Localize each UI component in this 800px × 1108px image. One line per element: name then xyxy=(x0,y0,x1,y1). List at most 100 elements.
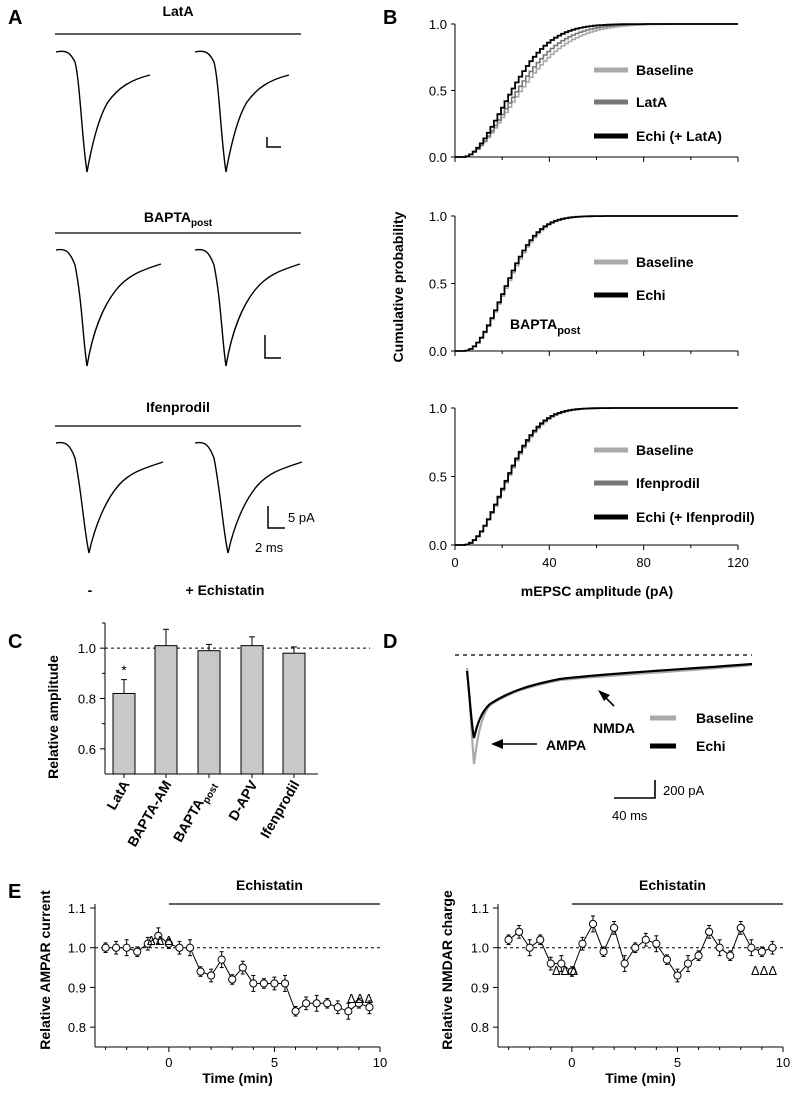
y-tick-label: 1.1 xyxy=(68,901,86,916)
data-point xyxy=(270,979,279,988)
scale-time-label: 2 ms xyxy=(255,540,284,555)
data-point xyxy=(578,939,587,948)
data-point xyxy=(736,923,745,932)
y-tick-label: 0.6 xyxy=(78,742,96,757)
bar xyxy=(282,652,306,775)
inset-label-bapta: BAPTApost xyxy=(510,316,581,337)
data-point xyxy=(673,971,682,980)
x-tick-label: 0 xyxy=(451,555,458,570)
scale-bar-200pa-40ms xyxy=(614,780,656,799)
panel-e: Relative AMPAR current Relative NMDAR ch… xyxy=(37,877,790,1086)
legend-label: Baseline xyxy=(636,254,694,270)
x-tick-label: 0 xyxy=(165,1055,172,1070)
data-point xyxy=(683,959,693,968)
data-point xyxy=(354,999,363,1008)
y-tick-label: 1.0 xyxy=(471,941,489,956)
y-tick-label: 1.0 xyxy=(429,401,447,416)
x-tick-label: 5 xyxy=(674,1055,681,1070)
y-tick-label: 1.0 xyxy=(429,209,447,224)
data-point xyxy=(333,1003,342,1012)
echistatin-label: Echistatin xyxy=(639,877,706,893)
data-point xyxy=(238,963,247,972)
legend-label: LatA xyxy=(636,94,667,110)
data-point xyxy=(662,955,671,964)
data-point xyxy=(504,935,513,944)
data-point xyxy=(228,975,237,984)
data-point xyxy=(525,943,534,952)
data-point xyxy=(599,947,608,956)
data-point xyxy=(705,927,714,936)
mepsc-trace-bapta-baseline xyxy=(55,248,162,367)
scale-bar xyxy=(264,335,281,359)
data-point xyxy=(175,943,184,952)
y-tick-label: 0.0 xyxy=(429,150,447,165)
legend-label: Echi xyxy=(636,287,666,303)
data-point xyxy=(610,923,619,932)
data-point xyxy=(259,979,268,988)
right-y-axis-label: Relative NMDAR charge xyxy=(439,890,455,1050)
data-point xyxy=(726,951,735,960)
data-point xyxy=(515,927,524,936)
sampling-marker: ΔΔΔ xyxy=(552,963,578,978)
data-point xyxy=(546,959,555,968)
y-tick-label: 0.8 xyxy=(68,1020,86,1035)
x-axis-label: Time (min) xyxy=(605,1070,676,1086)
data-point xyxy=(757,947,766,956)
data-point xyxy=(536,935,545,944)
y-axis-label: Relative amplitude xyxy=(45,655,61,779)
data-point xyxy=(302,999,311,1008)
y-tick-label: 1.1 xyxy=(471,901,489,916)
legend-label: Baseline xyxy=(636,62,694,78)
bar xyxy=(197,650,221,775)
bar xyxy=(240,645,264,775)
legend-label-baseline: Baseline xyxy=(696,710,754,726)
data-point xyxy=(620,959,629,968)
legend-label-echi: Echi xyxy=(696,738,726,754)
ampa-arrow-head xyxy=(491,739,503,749)
data-point xyxy=(715,943,724,952)
data-point xyxy=(641,935,650,944)
x-tick-label: 5 xyxy=(271,1055,278,1070)
scale-bar-5pa-2ms xyxy=(267,506,285,529)
mepsc-trace-bapta-echistatin xyxy=(194,248,301,367)
y-tick-label: 0.0 xyxy=(429,538,447,553)
panel-a: LatA BAPTApost Ifenprodil 5 pA 2 ms - + … xyxy=(55,3,315,598)
x-tick-label: 80 xyxy=(636,555,650,570)
significance-star: * xyxy=(121,662,127,678)
left-y-axis-label: Relative AMPAR current xyxy=(37,890,53,1050)
sampling-marker: ΔΔΔ xyxy=(147,933,173,948)
condition-label-bapta: BAPTApost xyxy=(144,209,213,229)
cdf-curve xyxy=(455,215,738,352)
y-tick-label: 0.5 xyxy=(429,84,447,99)
panel-d: NMDA AMPA Baseline Echi 200 pA 40 ms xyxy=(455,654,754,823)
data-point xyxy=(249,979,258,988)
bar xyxy=(154,645,178,775)
data-point xyxy=(652,939,661,948)
data-point xyxy=(207,971,216,980)
x-tick-label: 120 xyxy=(727,555,749,570)
baseline-column-label: - xyxy=(88,582,93,598)
legend-label: Echi (+ LatA) xyxy=(636,128,722,144)
data-point xyxy=(185,943,195,952)
x-tick-label: 10 xyxy=(373,1055,387,1070)
cdf-curves xyxy=(455,23,738,546)
category-label: Ifenprodil xyxy=(257,778,303,841)
echistatin-label: Echistatin xyxy=(236,877,303,893)
y-tick-label: 0.0 xyxy=(429,344,447,359)
panel-label-c: C xyxy=(8,631,22,653)
y-tick-label: 0.5 xyxy=(429,470,447,485)
data-point xyxy=(154,931,163,940)
data-point xyxy=(217,955,226,964)
x-axis-label: Time (min) xyxy=(202,1070,273,1086)
data-point xyxy=(631,943,640,952)
condition-label-ifenprodil: Ifenprodil xyxy=(146,399,210,415)
y-tick-label: 1.0 xyxy=(429,17,447,32)
data-point xyxy=(747,943,756,952)
panel-label-d: D xyxy=(383,631,397,653)
data-point xyxy=(588,919,598,928)
y-tick-label: 0.9 xyxy=(471,980,489,995)
data-point xyxy=(122,943,131,952)
epsc-trace-echi xyxy=(465,662,753,739)
data-point xyxy=(196,967,205,976)
